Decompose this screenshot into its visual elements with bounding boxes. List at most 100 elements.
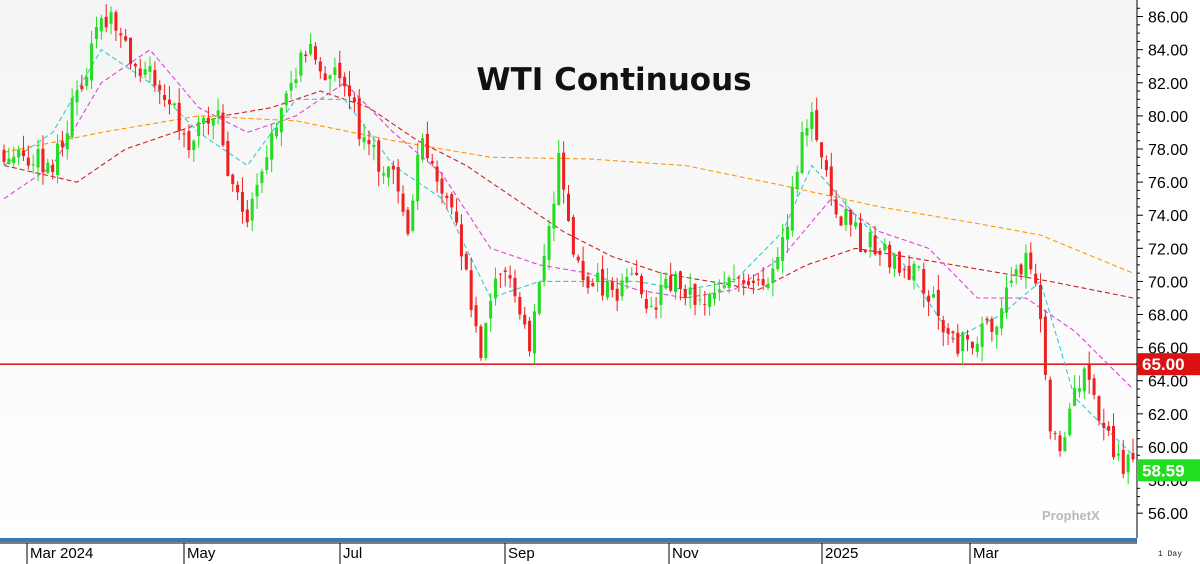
candle-body (1024, 253, 1028, 279)
candle-body (756, 279, 760, 281)
candle-body (683, 289, 687, 299)
candle-body (1048, 379, 1052, 432)
x-axis: Mar 2024 May Jul Sep Nov 2025 Mar (0, 538, 1200, 564)
candle-body (912, 263, 916, 281)
candle-body (795, 171, 799, 189)
candle-body (197, 122, 201, 137)
candle-body (367, 140, 371, 145)
candle-body (698, 299, 702, 301)
candle-body (90, 43, 94, 81)
candle-body (396, 166, 400, 192)
candle-body (678, 271, 682, 290)
candle-body (518, 296, 522, 315)
x-axis-bg (0, 538, 1200, 564)
candle-body (289, 82, 293, 91)
candle-body (450, 194, 454, 208)
candle-body (951, 331, 955, 334)
candle-body (946, 328, 950, 334)
candle-body (873, 235, 877, 255)
x-tick-label: Sep (508, 545, 535, 562)
candle-body (805, 128, 809, 136)
candle-body (625, 276, 629, 283)
line-price-badge-text: 65.00 (1142, 355, 1185, 374)
candle-body (863, 249, 867, 253)
line-price-badge-box (1137, 353, 1200, 376)
candle-body (255, 184, 259, 197)
candle-body (513, 277, 517, 297)
candle-body (620, 280, 624, 297)
candle-body (46, 162, 50, 173)
candle-body (1097, 396, 1101, 421)
candle-body (1077, 388, 1081, 392)
candle-body (236, 184, 240, 193)
candle-body (1000, 308, 1004, 329)
candle-body (309, 43, 313, 55)
candle-body (508, 275, 512, 279)
candle-body (386, 166, 390, 178)
candle-body (216, 110, 220, 116)
candle-body (1131, 453, 1135, 460)
candle-body (547, 226, 551, 260)
candle-body (552, 203, 556, 229)
candle-body (839, 216, 843, 226)
x-tick-label: Nov (672, 545, 699, 562)
y-tick-label: 78.00 (1148, 142, 1188, 159)
candle-body (751, 280, 755, 283)
candle-body (109, 12, 113, 24)
candle-body (435, 166, 439, 182)
candle-body (21, 150, 25, 157)
candle-body (75, 90, 79, 103)
candle-body (177, 102, 181, 132)
candle-body (659, 286, 663, 305)
candle-body (41, 148, 45, 173)
candle-body (80, 85, 84, 90)
candle-body (31, 164, 35, 166)
candle-body (858, 222, 862, 253)
candle-body (377, 140, 381, 172)
candle-body (1087, 364, 1091, 380)
candle-body (849, 209, 853, 225)
candle-body (56, 143, 60, 175)
candle-body (158, 84, 162, 91)
candle-body (294, 79, 298, 84)
candle-body (250, 198, 254, 221)
candle-body (893, 255, 897, 270)
candle-body (70, 98, 74, 138)
candle-body (815, 110, 819, 141)
candle-body (240, 192, 244, 212)
plot-background (0, 0, 1137, 538)
candle-body (761, 278, 765, 286)
candle-body (878, 250, 882, 255)
candle-body (1019, 264, 1023, 275)
candle-body (333, 67, 337, 76)
candle-body (883, 244, 887, 251)
candle-body (693, 283, 697, 305)
candle-body (664, 278, 668, 289)
candle-body (1102, 422, 1106, 428)
candle-body (688, 287, 692, 295)
candle-body (503, 270, 507, 272)
price-badges: 65.00 58.59 (1137, 353, 1200, 482)
candle-body (571, 216, 575, 255)
y-tick-label: 74.00 (1148, 208, 1188, 225)
y-tick-label: 76.00 (1148, 175, 1188, 192)
candle-body (591, 283, 595, 287)
candle-body (304, 54, 308, 57)
candle-body (1073, 388, 1077, 406)
candle-body (1092, 378, 1096, 395)
candle-body (766, 284, 770, 288)
candle-body (299, 52, 303, 76)
candle-body (1121, 449, 1125, 474)
candle-body (941, 319, 945, 333)
candle-body (980, 323, 984, 347)
candle-body (51, 165, 55, 173)
x-tick-label: May (187, 545, 216, 562)
candle-body (60, 141, 64, 148)
candle-body (187, 131, 191, 151)
candle-body (474, 305, 478, 327)
candle-body (834, 199, 838, 215)
candle-body (605, 280, 609, 298)
candle-body (440, 178, 444, 194)
sma-xlong-line (3, 115, 1134, 274)
